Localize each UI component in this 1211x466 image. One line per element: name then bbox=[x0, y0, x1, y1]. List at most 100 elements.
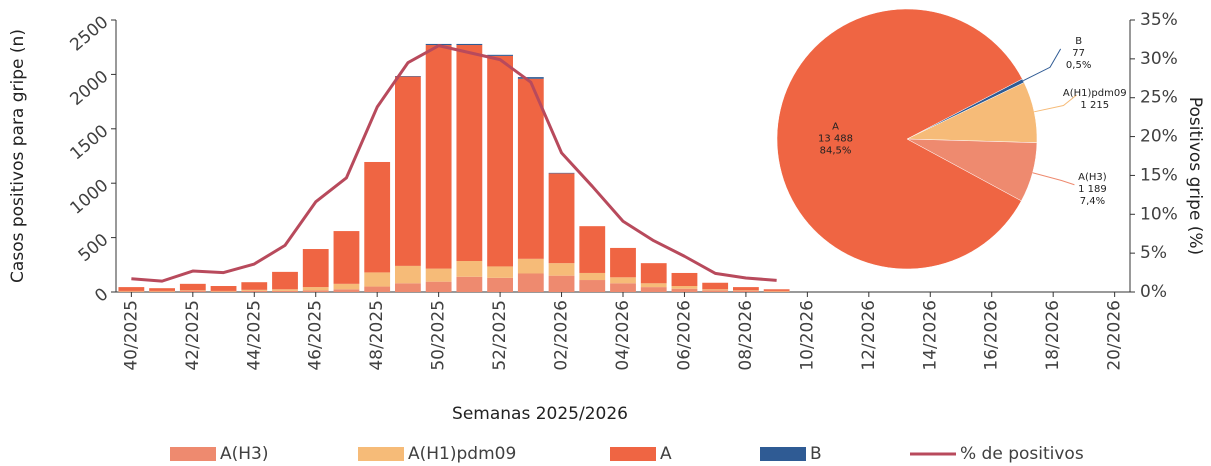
legend-swatch bbox=[760, 447, 806, 461]
x-tick-label: 16/2026 bbox=[982, 300, 1002, 371]
bar-segment bbox=[302, 249, 329, 288]
legend-label: % de positivos bbox=[960, 444, 1084, 464]
y2-tick-label: 5% bbox=[1140, 243, 1167, 263]
pie-label: 7,4% bbox=[1080, 196, 1105, 207]
x-tick-label: 06/2026 bbox=[674, 300, 694, 371]
bar-segment bbox=[517, 78, 544, 259]
bar-segment bbox=[579, 226, 606, 273]
bar-segment bbox=[149, 288, 175, 291]
y-tick-label: 2000 bbox=[66, 67, 112, 110]
bar-segment bbox=[302, 287, 329, 291]
bar-segment bbox=[610, 277, 636, 284]
y2-tick-label: 0% bbox=[1140, 282, 1167, 302]
bar-segment bbox=[763, 289, 790, 291]
bar-segment bbox=[395, 76, 421, 266]
x-tick-label: 12/2026 bbox=[859, 300, 879, 371]
leader-line bbox=[1022, 48, 1062, 82]
bar-segment bbox=[333, 289, 360, 292]
bar-segment bbox=[733, 287, 759, 291]
bar-segment bbox=[517, 273, 544, 292]
pie-label: 0,5% bbox=[1066, 60, 1091, 71]
bar-segment bbox=[210, 286, 237, 291]
bar-segment bbox=[548, 172, 575, 174]
x-tick-label: 42/2025 bbox=[183, 300, 203, 371]
bar-segment bbox=[671, 288, 698, 292]
bar-segment bbox=[702, 282, 729, 290]
legend-label: A(H1)pdm09 bbox=[408, 444, 516, 464]
bar-segment bbox=[272, 289, 298, 291]
bar-segment bbox=[272, 290, 298, 292]
bar-segment bbox=[733, 290, 759, 292]
bar-segment bbox=[487, 277, 513, 292]
bar-segment bbox=[118, 290, 145, 292]
bar-segment bbox=[425, 268, 452, 282]
x-tick-label: 44/2025 bbox=[244, 300, 264, 371]
bar-segment bbox=[610, 247, 636, 278]
y2-tick-label: 10% bbox=[1140, 204, 1178, 224]
y2-tick-label: 20% bbox=[1140, 127, 1178, 147]
bar-segment bbox=[548, 173, 575, 264]
bar-segment bbox=[456, 43, 483, 46]
legend-swatch bbox=[170, 447, 216, 461]
pie-label: 77 bbox=[1072, 48, 1085, 59]
pie-label: A bbox=[832, 121, 839, 132]
x-axis-title: Semanas 2025/2026 bbox=[452, 404, 628, 424]
pie-label: B bbox=[1075, 36, 1082, 47]
x-tick-label: 40/2025 bbox=[121, 300, 141, 371]
bar-segment bbox=[671, 286, 698, 289]
bar-segment bbox=[548, 275, 575, 292]
y-axis-title: Casos positivos para gripe (n) bbox=[8, 29, 28, 283]
bar-segment bbox=[702, 290, 729, 292]
bar-segment bbox=[210, 290, 237, 292]
pie-label: 1 189 bbox=[1078, 184, 1107, 195]
line-series bbox=[131, 44, 777, 283]
bar-segment bbox=[210, 291, 237, 292]
x-tick-label: 48/2025 bbox=[367, 300, 387, 371]
x-tick-label: 10/2026 bbox=[797, 300, 817, 371]
y-tick-label: 2500 bbox=[66, 12, 112, 55]
bar-segment bbox=[425, 281, 452, 292]
bar-segment bbox=[302, 290, 329, 292]
bar-segment bbox=[241, 290, 268, 292]
bar-segment bbox=[763, 290, 790, 292]
y-tick-label: 0 bbox=[91, 284, 112, 306]
x-tick-label: 18/2026 bbox=[1043, 300, 1063, 371]
pie-label: 1 215 bbox=[1080, 100, 1109, 111]
x-tick-label: 14/2026 bbox=[920, 300, 940, 371]
pie-slice bbox=[776, 8, 1023, 270]
x-tick-label: 04/2026 bbox=[613, 300, 633, 371]
x-tick-label: 46/2025 bbox=[306, 300, 326, 371]
bar-segment bbox=[241, 282, 268, 290]
y2-tick-label: 35% bbox=[1140, 10, 1178, 30]
pie-label: A(H3) bbox=[1078, 172, 1107, 183]
bar-segment bbox=[487, 54, 513, 56]
bar-segment bbox=[640, 283, 667, 288]
bar-segment bbox=[179, 290, 206, 292]
bar-segment bbox=[395, 265, 421, 284]
bar-segment bbox=[179, 283, 206, 291]
bar-segment bbox=[149, 291, 175, 292]
leader-line bbox=[1032, 172, 1075, 186]
bar-segment bbox=[579, 272, 606, 281]
legend-label: B bbox=[810, 444, 822, 464]
x-tick-label: 20/2026 bbox=[1105, 300, 1125, 371]
bar-segment bbox=[517, 77, 544, 79]
bar-segment bbox=[610, 283, 636, 292]
x-tick-label: 02/2026 bbox=[552, 300, 572, 371]
x-tick-label: 08/2026 bbox=[736, 300, 756, 371]
y2-tick-label: 25% bbox=[1140, 88, 1178, 108]
bar-segment bbox=[456, 260, 483, 277]
bar-segment bbox=[640, 287, 667, 292]
bar-segment bbox=[364, 272, 391, 287]
legend-label: A(H3) bbox=[220, 444, 269, 464]
bar-segment bbox=[456, 45, 483, 261]
bar-segment bbox=[272, 271, 298, 290]
bar-segment bbox=[487, 55, 513, 267]
bar-segment bbox=[548, 263, 575, 276]
bar-segment bbox=[364, 286, 391, 292]
leader-line bbox=[1034, 94, 1078, 113]
bar-segment bbox=[702, 289, 729, 291]
bar-segment bbox=[333, 231, 360, 284]
y2-axis-title: Positivos gripe (%) bbox=[1185, 97, 1205, 255]
